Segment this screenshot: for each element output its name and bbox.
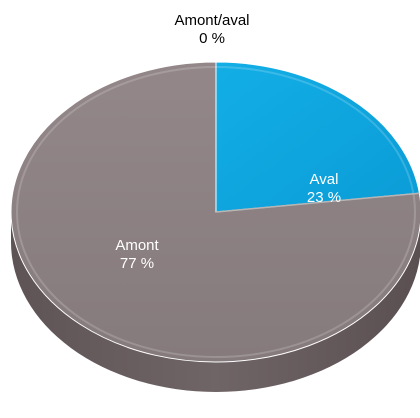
pie-slices <box>10 61 420 392</box>
slice-name-label: Amont <box>115 237 159 254</box>
slice-side-wall <box>11 212 420 392</box>
zero-slice-line <box>215 192 420 213</box>
slice-name-label: Aval <box>310 171 339 188</box>
pie-slice <box>215 61 420 213</box>
pie-slice <box>10 61 420 363</box>
pie-bevel <box>16 66 416 358</box>
slice-value-label: 0 % <box>199 30 225 47</box>
slice-name-label: Amont/aval <box>174 12 249 29</box>
slice-value-label: 23 % <box>307 189 341 206</box>
slice-value-label: 77 % <box>120 255 154 272</box>
